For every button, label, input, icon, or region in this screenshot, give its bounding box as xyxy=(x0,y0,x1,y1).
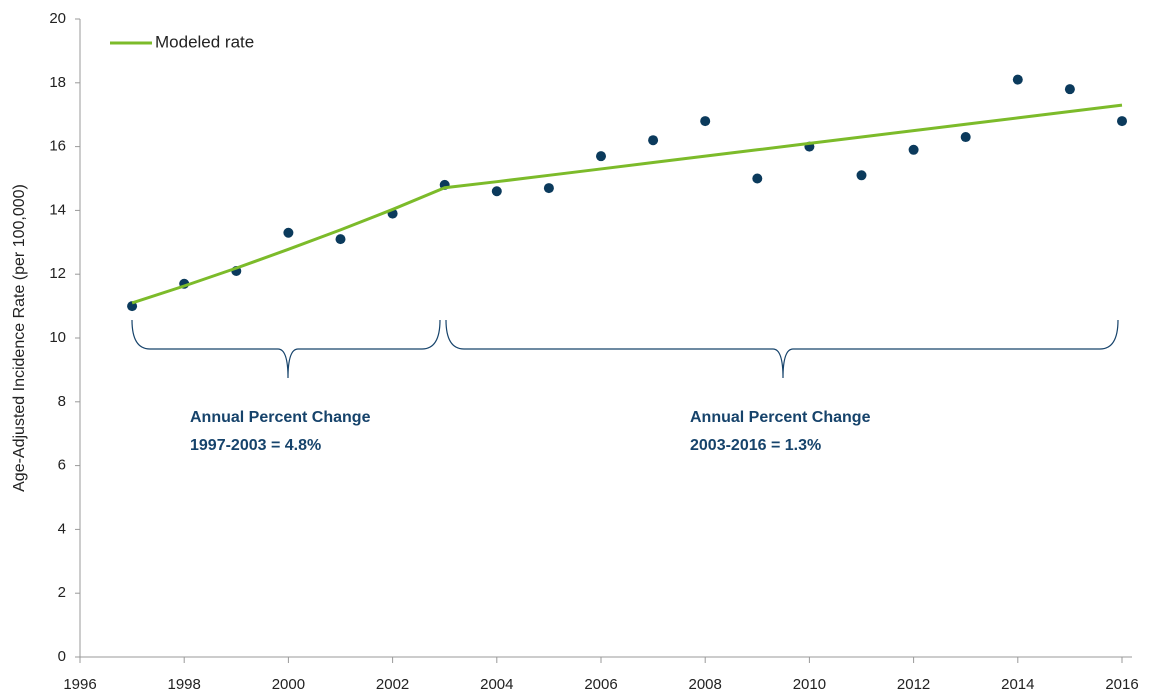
x-tick-label: 2010 xyxy=(793,676,826,693)
data-point xyxy=(908,144,919,155)
y-tick-label: 16 xyxy=(49,138,66,155)
x-tick-label: 2014 xyxy=(1001,676,1034,693)
data-point xyxy=(700,116,711,127)
y-tick-label: 8 xyxy=(58,393,66,410)
x-tick-label: 2004 xyxy=(480,676,513,693)
annotation: 2003-2016 = 1.3% xyxy=(690,437,821,454)
modeled-line xyxy=(131,103,1123,305)
data-point xyxy=(283,227,294,238)
data-point xyxy=(335,234,346,245)
x-tick-label: 1998 xyxy=(168,676,201,693)
x-tick-label: 1996 xyxy=(63,676,96,693)
data-point xyxy=(648,135,659,146)
y-tick-label: 6 xyxy=(58,457,66,474)
data-point xyxy=(596,151,606,162)
brace xyxy=(445,319,1119,379)
annotation: Annual Percent Change xyxy=(690,409,871,426)
data-point xyxy=(856,170,867,181)
y-tick-label: 18 xyxy=(49,74,66,91)
x-tick-label: 2008 xyxy=(689,676,722,693)
y-tick-label: 20 xyxy=(49,10,66,27)
data-point xyxy=(543,183,554,194)
y-tick-label: 2 xyxy=(58,584,66,601)
x-tick-label: 2012 xyxy=(897,676,930,693)
y-tick-label: 12 xyxy=(49,265,66,282)
annotation: 1997-2003 = 4.8% xyxy=(190,437,321,454)
y-tick-label: 10 xyxy=(49,329,66,346)
data-point xyxy=(491,186,502,197)
y-tick-label: 4 xyxy=(58,520,66,537)
data-point xyxy=(960,132,971,143)
data-point xyxy=(752,173,763,184)
data-point xyxy=(1117,116,1127,127)
x-tick-label: 2016 xyxy=(1105,676,1138,693)
annotation: Annual Percent Change xyxy=(190,409,371,426)
y-tick-label: 14 xyxy=(49,201,66,218)
y-axis-label: Age-Adjusted Incidence Rate (per 100,000… xyxy=(11,184,28,492)
legend-label: Modeled rate xyxy=(155,32,254,51)
x-tick-label: 2000 xyxy=(272,676,305,693)
data-point xyxy=(1064,84,1075,95)
y-tick-label: 0 xyxy=(58,648,66,665)
brace xyxy=(131,319,441,379)
data-point xyxy=(1012,74,1023,85)
x-tick-label: 2002 xyxy=(376,676,409,693)
x-tick-label: 2006 xyxy=(584,676,617,693)
